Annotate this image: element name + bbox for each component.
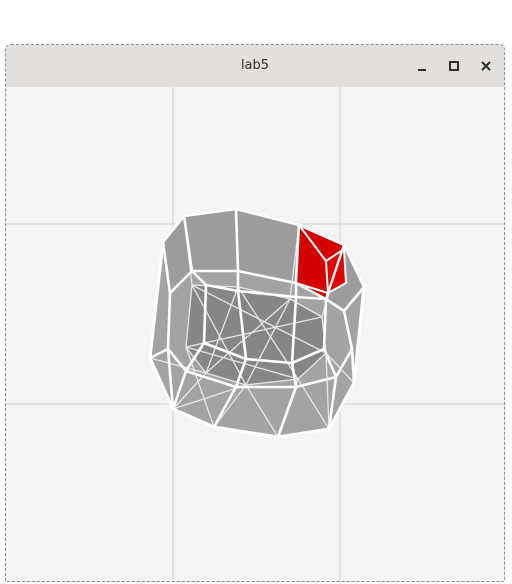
maximize-button[interactable] [442, 54, 466, 78]
close-icon [481, 61, 491, 71]
window-title: lab5 [240, 58, 270, 73]
mesh-object[interactable] [148, 207, 366, 439]
mesh-scene[interactable] [6, 87, 505, 582]
minimize-button[interactable] [410, 54, 434, 78]
minimize-icon [418, 69, 426, 71]
render-viewport[interactable] [6, 87, 505, 582]
maximize-icon [449, 61, 459, 71]
title-bar[interactable]: lab5 [6, 45, 504, 88]
window-controls [410, 54, 498, 78]
app-window: lab5 [5, 44, 505, 582]
close-button[interactable] [474, 54, 498, 78]
selected-face[interactable] [294, 223, 348, 301]
